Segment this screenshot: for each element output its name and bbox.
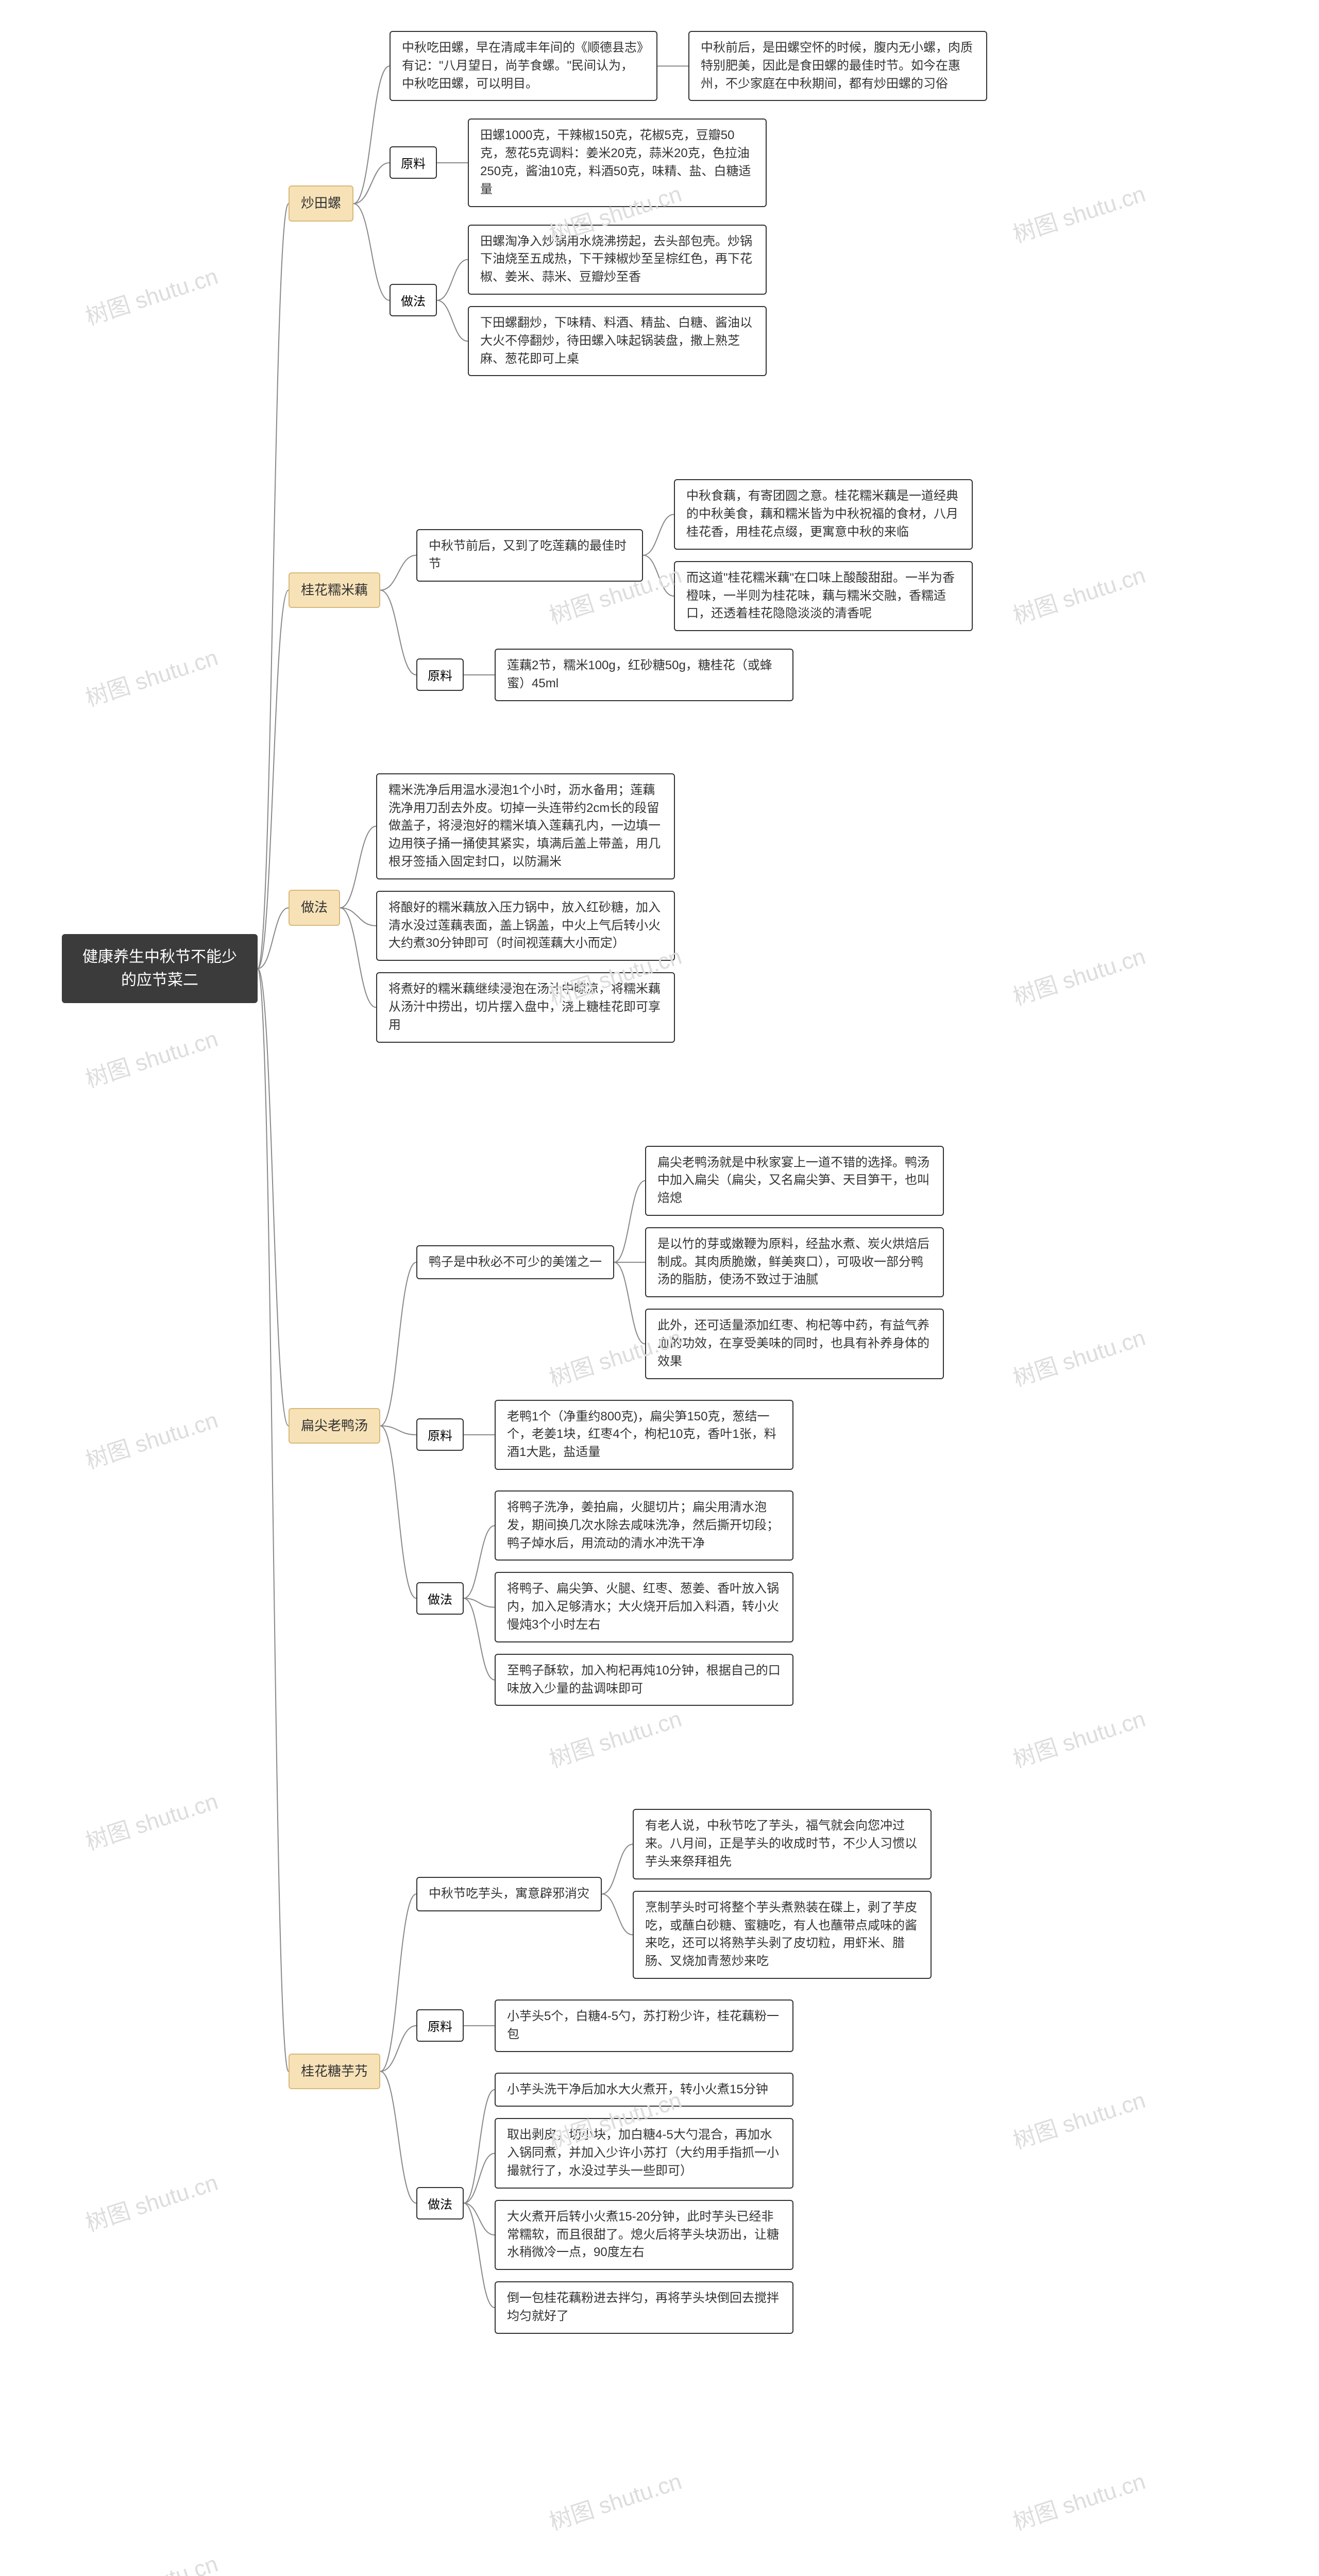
dish1-section: 炒田螺 中秋吃田螺，早在清咸丰年间的《顺德县志》有记："八月望日，尚芋食螺。"民… [289,31,1018,376]
dish2-intro-details: 中秋食藕，有寄团圆之意。桂花糯米藕是一道经典的中秋美食，藕和糯米皆为中秋祝福的食… [674,479,1004,631]
root-node: 健康养生中秋节不能少的应节菜二 [62,934,258,1003]
dish4-zuofa-1: 小芋头洗干净后加水大火煮开，转小火煮15分钟 [495,2073,793,2107]
dish2-intro-1: 中秋食藕，有寄团圆之意。桂花糯米藕是一道经典的中秋美食，藕和糯米皆为中秋祝福的食… [674,479,973,549]
dish2-zuofa-3: 将煮好的糯米藕继续浸泡在汤汁中晾凉，将糯米藕从汤汁中捞出，切片摆入盘中，浇上糖桂… [376,972,675,1042]
dish4-zuofa-steps: 小芋头洗干净后加水大火煮开，转小火煮15分钟 取出剥皮，切小块，加白糖4-5大勺… [495,2073,824,2334]
dish3-zuofa-row: 做法 将鸭子洗净，姜拍扁，火腿切片；扁尖用清水泡发，期间换几次水除去咸味洗净，然… [416,1490,975,1706]
dish3-intro-2: 是以竹的芽或嫩鞭为原料，经盐水煮、炭火烘焙后制成。其肉质脆嫩，鲜美爽口），可吸收… [645,1227,944,1297]
dish4-yuanliao: 小芋头5个，白糖4-5勺，苏打粉少许，桂花藕粉一包 [495,1999,793,2052]
dish3-title: 扁尖老鸭汤 [289,1408,380,1444]
dish4-zuofa-3: 大火煮开后转小火煮15-20分钟，此时芋头已经非常糯软，而且很甜了。熄火后将芋头… [495,2200,793,2270]
dish2-yuanliao: 莲藕2节，糯米100g，红砂糖50g，糖桂花（或蜂蜜）45ml [495,649,793,701]
dish3-intro-3: 此外，还可适量添加红枣、枸杞等中药，有益气养血的功效，在享受美味的同时，也具有补… [645,1309,944,1379]
dish4-intro-row: 中秋节吃芋头，寓意辟邪消灾 有老人说，中秋节吃了芋头，福气就会向您冲过来。八月间… [416,1809,962,1979]
level1-column: 炒田螺 中秋吃田螺，早在清咸丰年间的《顺德县志》有记："八月望日，尚芋食螺。"民… [289,31,1018,2380]
dish1-zuofa-1: 田螺淘净入炒锅用水烧沸捞起，去头部包壳。炒锅下油烧至五成热，下干辣椒炒至呈棕红色… [468,225,767,295]
dish2-children: 中秋节前后，又到了吃莲藕的最佳时节 中秋食藕，有寄团圆之意。桂花糯米藕是一道经典… [416,479,1004,701]
dish4-zuofa-2: 取出剥皮，切小块，加白糖4-5大勺混合，再加水入锅同煮，并加入少许小苏打（大约用… [495,2118,793,2188]
dish4-intro-1: 有老人说，中秋节吃了芋头，福气就会向您冲过来。八月间，正是芋头的收成时节，不少人… [633,1809,932,1879]
dish4-section: 桂花糖芋艿 中秋节吃芋头，寓意辟邪消灾 有老人说，中秋节吃了芋头，福气就会向您冲… [289,1809,1018,2333]
dish4-yuanliao-label: 原料 [416,2009,464,2042]
dish4-children: 中秋节吃芋头，寓意辟邪消灾 有老人说，中秋节吃了芋头，福气就会向您冲过来。八月间… [416,1809,962,2333]
dish1-intro-side: 中秋前后，是田螺空怀的时候，腹内无小螺，肉质特别肥美，因此是食田螺的最佳时节。如… [688,31,987,101]
dish1-zuofa-2: 下田螺翻炒，下味精、料酒、精盐、白糖、酱油以大火不停翻炒，待田螺入味起锅装盘，撒… [468,306,767,376]
dish3-zuofa-1: 将鸭子洗净，姜拍扁，火腿切片；扁尖用清水泡发，期间换几次水除去咸味洗净，然后撕开… [495,1490,793,1561]
mindmap-root: 健康养生中秋节不能少的应节菜二 炒田螺 中秋吃田螺，早在清咸丰年间的《顺德县志》… [21,31,1298,2555]
dish4-zuofa-row: 做法 小芋头洗干净后加水大火煮开，转小火煮15分钟 取出剥皮，切小块，加白糖4-… [416,2073,962,2334]
dish1-intro-row: 中秋吃田螺，早在清咸丰年间的《顺德县志》有记："八月望日，尚芋食螺。"民间认为，… [390,31,1018,101]
dish3-intro-1: 扁尖老鸭汤就是中秋家宴上一道不错的选择。鸭汤中加入扁尖（扁尖，又名扁尖笋、天目笋… [645,1146,944,1216]
dish2-intro-label: 中秋节前后，又到了吃莲藕的最佳时节 [416,529,643,582]
dish4-intro-2: 烹制芋头时可将整个芋头煮熟装在碟上，剥了芋皮吃，或蘸白砂糖、蜜糖吃，有人也蘸带点… [633,1891,932,1979]
dish2-intro-row: 中秋节前后，又到了吃莲藕的最佳时节 中秋食藕，有寄团圆之意。桂花糯米藕是一道经典… [416,479,1004,631]
dish1-yuanliao-row: 原料 田螺1000克，干辣椒150克，花椒5克，豆瓣50克，葱花5克调料：姜米2… [390,118,1018,207]
dish3-yuanliao-row: 原料 老鸭1个（净重约800克)，扁尖笋150克，葱结一个，老姜1块，红枣4个，… [416,1400,975,1470]
dish1-zuofa-steps: 田螺淘净入炒锅用水烧沸捞起，去头部包壳。炒锅下油烧至五成热，下干辣椒炒至呈棕红色… [468,225,798,377]
dish3-intro-label: 鸭子是中秋必不可少的美馐之一 [416,1245,614,1280]
dish1-intro: 中秋吃田螺，早在清咸丰年间的《顺德县志》有记："八月望日，尚芋食螺。"民间认为，… [390,31,657,101]
dish2-zuofa-1: 糯米洗净后用温水浸泡1个小时，沥水备用；莲藕洗净用刀刮去外皮。切掉一头连带约2c… [376,773,675,879]
dish1-children: 中秋吃田螺，早在清咸丰年间的《顺德县志》有记："八月望日，尚芋食螺。"民间认为，… [390,31,1018,376]
dish4-intro-details: 有老人说，中秋节吃了芋头，福气就会向您冲过来。八月间，正是芋头的收成时节，不少人… [633,1809,962,1979]
dish2-intro-2: 而这道"桂花糯米藕"在口味上酸酸甜甜。一半为香橙味，一半则为桂花味，藕与糯米交融… [674,561,973,631]
dish2-yuanliao-label: 原料 [416,658,464,691]
dish3-section: 扁尖老鸭汤 鸭子是中秋必不可少的美馐之一 扁尖老鸭汤就是中秋家宴上一道不错的选择… [289,1146,1018,1706]
dish3-zuofa-2: 将鸭子、扁尖笋、火腿、红枣、葱姜、香叶放入锅内，加入足够清水；大火烧开后加入料酒… [495,1572,793,1642]
dish1-zuofa-row: 做法 田螺淘净入炒锅用水烧沸捞起，去头部包壳。炒锅下油烧至五成热，下干辣椒炒至呈… [390,225,1018,377]
dish3-children: 鸭子是中秋必不可少的美馐之一 扁尖老鸭汤就是中秋家宴上一道不错的选择。鸭汤中加入… [416,1146,975,1706]
dish4-zuofa-4: 倒一包桂花藕粉进去拌匀，再将芋头块倒回去搅拌均匀就好了 [495,2281,793,2334]
dish3-intro-row: 鸭子是中秋必不可少的美馐之一 扁尖老鸭汤就是中秋家宴上一道不错的选择。鸭汤中加入… [416,1146,975,1379]
dish1-title: 炒田螺 [289,185,353,222]
root-column: 健康养生中秋节不能少的应节菜二 [21,31,289,2555]
dish2-zuofa-steps: 糯米洗净后用温水浸泡1个小时，沥水备用；莲藕洗净用刀刮去外皮。切掉一头连带约2c… [376,773,706,1043]
dish2-zuofa-label: 做法 [289,890,340,926]
dish4-yuanliao-row: 原料 小芋头5个，白糖4-5勺，苏打粉少许，桂花藕粉一包 [416,1999,962,2052]
dish1-zuofa-label: 做法 [390,284,437,316]
dish3-intro-details: 扁尖老鸭汤就是中秋家宴上一道不错的选择。鸭汤中加入扁尖（扁尖，又名扁尖笋、天目笋… [645,1146,975,1379]
dish4-zuofa-label: 做法 [416,2187,464,2219]
dish1-yuanliao-label: 原料 [390,146,437,179]
dish3-zuofa-label: 做法 [416,1582,464,1615]
dish2-yuanliao-row: 原料 莲藕2节，糯米100g，红砂糖50g，糖桂花（或蜂蜜）45ml [416,649,1004,701]
dish3-yuanliao: 老鸭1个（净重约800克)，扁尖笋150克，葱结一个，老姜1块，红枣4个，枸杞1… [495,1400,793,1470]
dish1-yuanliao: 田螺1000克，干辣椒150克，花椒5克，豆瓣50克，葱花5克调料：姜米20克，… [468,118,767,207]
dish2-zuofa-section: 做法 糯米洗净后用温水浸泡1个小时，沥水备用；莲藕洗净用刀刮去外皮。切掉一头连带… [289,773,1018,1043]
dish3-zuofa-3: 至鸭子酥软，加入枸杞再炖10分钟，根据自己的口味放入少量的盐调味即可 [495,1654,793,1706]
dish3-yuanliao-label: 原料 [416,1418,464,1451]
dish2-title: 桂花糯米藕 [289,572,380,608]
dish4-title: 桂花糖芋艿 [289,2054,380,2090]
dish4-intro-label: 中秋节吃芋头，寓意辟邪消灾 [416,1877,602,1911]
dish3-zuofa-steps: 将鸭子洗净，姜拍扁，火腿切片；扁尖用清水泡发，期间换几次水除去咸味洗净，然后撕开… [495,1490,824,1706]
dish2-section: 桂花糯米藕 中秋节前后，又到了吃莲藕的最佳时节 中秋食藕，有寄团圆之意。桂花糯米… [289,479,1018,701]
dish2-zuofa-2: 将酿好的糯米藕放入压力锅中，放入红砂糖，加入清水没过莲藕表面，盖上锅盖，中火上气… [376,891,675,961]
